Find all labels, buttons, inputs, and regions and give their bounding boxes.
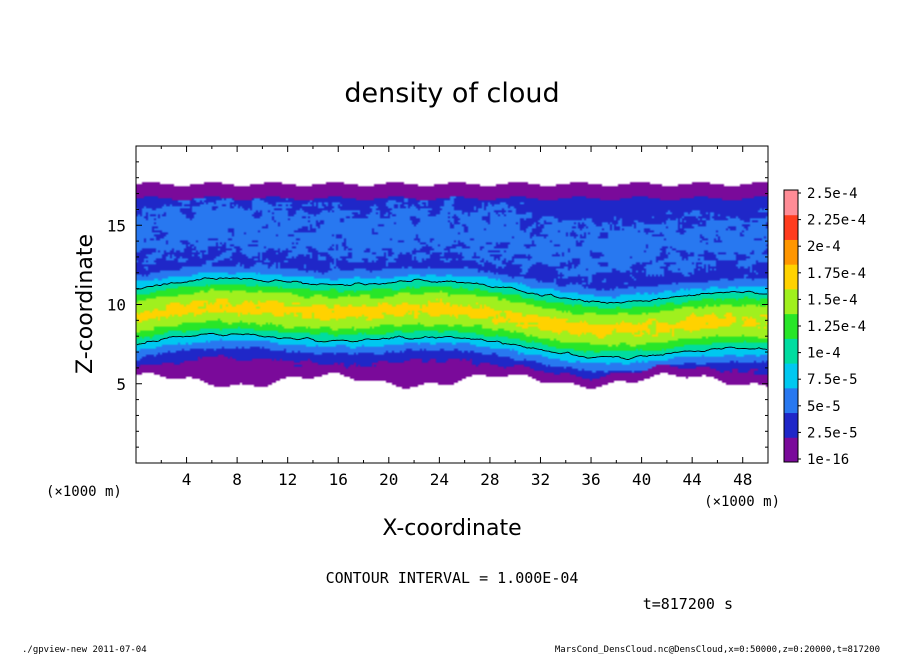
x-tick-label: 16 — [329, 470, 348, 489]
colorbar-segment — [784, 437, 798, 463]
colorbar-label: 1e-4 — [807, 346, 841, 362]
x-tick-label: 48 — [733, 470, 752, 489]
colorbar-segment — [784, 190, 798, 216]
colorbar-label: 2.5e-5 — [807, 425, 858, 441]
colorbar-segment — [784, 214, 798, 240]
colorbar-segment — [784, 264, 798, 290]
y-tick-label: 5 — [116, 375, 126, 394]
x-tick-label: 8 — [232, 470, 242, 489]
x-tick-label: 20 — [379, 470, 398, 489]
colorbar-label: 1e-16 — [807, 452, 849, 468]
footer-left: ./gpview-new 2011-07-04 — [22, 645, 147, 654]
x-tick-label: 32 — [531, 470, 550, 489]
colorbar-segment — [784, 363, 798, 389]
colorbar-segment — [784, 313, 798, 339]
x-axis-label: X-coordinate — [382, 516, 521, 541]
colorbar-label: 2.5e-4 — [807, 186, 858, 202]
density-heatmap — [136, 146, 768, 463]
x-unit-left: (×1000 m) — [46, 484, 122, 500]
colorbar: 2.5e-4 2.25e-4 2e-4 1.75e-4 1.5e-4 1.25e-4 1e-… — [783, 186, 866, 468]
time-label: t=817200 s — [643, 595, 733, 613]
colorbar-label: 1.75e-4 — [807, 266, 866, 282]
colorbar-label: 1.25e-4 — [807, 319, 866, 335]
y-axis: 5 10 15 — [107, 161, 768, 448]
x-tick-label: 40 — [632, 470, 651, 489]
x-tick-label: 28 — [480, 470, 499, 489]
x-tick-label: 4 — [182, 470, 192, 489]
colorbar-segment — [784, 387, 798, 414]
colorbar-segment — [784, 338, 798, 364]
colorbar-label: 2.25e-4 — [807, 213, 866, 229]
colorbar-label: 7.5e-5 — [807, 372, 858, 388]
plot-area — [135, 145, 769, 464]
footer-right: MarsCond_DensCloud.nc@DensCloud,x=0:5000… — [555, 645, 880, 654]
colorbar-label: 1.5e-4 — [807, 292, 858, 308]
chart-title: density of cloud — [344, 78, 559, 109]
y-axis-label: Z-coordinate — [73, 234, 98, 374]
y-tick-label: 15 — [107, 216, 126, 235]
colorbar-label: 5e-5 — [807, 399, 841, 415]
x-tick-label: 24 — [430, 470, 449, 489]
contour-interval-label: CONTOUR INTERVAL = 1.000E-04 — [326, 569, 579, 587]
y-tick-label: 10 — [107, 296, 126, 315]
x-unit-right: (×1000 m) — [704, 494, 780, 510]
x-tick-label: 36 — [581, 470, 600, 489]
x-axis: 4 8 12 16 20 24 28 32 36 40 44 48 — [160, 146, 752, 489]
colorbar-segment — [784, 412, 798, 438]
colorbar-segment — [784, 288, 798, 315]
colorbar-label: 2e-4 — [807, 239, 841, 255]
colorbar-segment — [784, 239, 798, 265]
x-tick-label: 44 — [683, 470, 702, 489]
x-tick-label: 12 — [278, 470, 297, 489]
contour-line — [136, 277, 768, 360]
